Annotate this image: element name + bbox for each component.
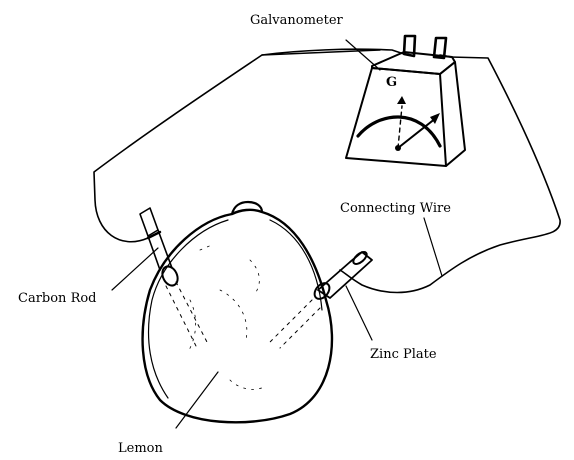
leader-galvanometer [345, 39, 381, 71]
carbon-rod-top [139, 207, 159, 237]
label-zinc-plate: Zinc Plate [370, 347, 437, 362]
meter-zero-arrowhead [397, 96, 406, 104]
carbon-rod-inside [165, 281, 209, 351]
leader-lemon [175, 371, 219, 429]
lemon-stem [230, 200, 264, 216]
lemon-texture [187, 243, 267, 390]
leader-connecting-wire [423, 217, 443, 277]
connecting-wire [93, 49, 561, 294]
zinc-plate [269, 251, 373, 349]
carbon-rod-entry [161, 265, 179, 287]
meter-zero-line [397, 105, 403, 149]
zinc-plate-top [352, 251, 368, 265]
terminal-left [402, 34, 417, 58]
meter-scale-arc [356, 115, 442, 148]
meter-needle-arrowhead [430, 113, 440, 124]
terminal-lead-left [261, 48, 405, 56]
lemon-outline-echo [147, 219, 323, 399]
meter-symbol: G [386, 75, 397, 90]
label-galvanometer: Galvanometer [250, 13, 344, 28]
carbon-rod-clip [146, 230, 162, 240]
meter-pivot [395, 145, 401, 151]
leader-carbon-rod [111, 247, 159, 291]
meter-needle [397, 117, 437, 149]
zinc-plate-inside [269, 299, 321, 349]
label-carbon-rod: Carbon Rod [18, 291, 97, 306]
lemon [141, 200, 334, 424]
leader-zinc-plate [345, 285, 373, 341]
galvanometer: G [345, 34, 466, 167]
zinc-plate-entry [313, 282, 331, 300]
lemon-outline [141, 208, 334, 424]
terminal-right [432, 36, 448, 60]
carbon-rod-body [147, 229, 173, 271]
galvanometer-side [439, 61, 466, 167]
carbon-rod [139, 207, 209, 351]
label-lemon: Lemon [118, 441, 163, 456]
label-connecting-wire: Connecting Wire [340, 201, 451, 216]
